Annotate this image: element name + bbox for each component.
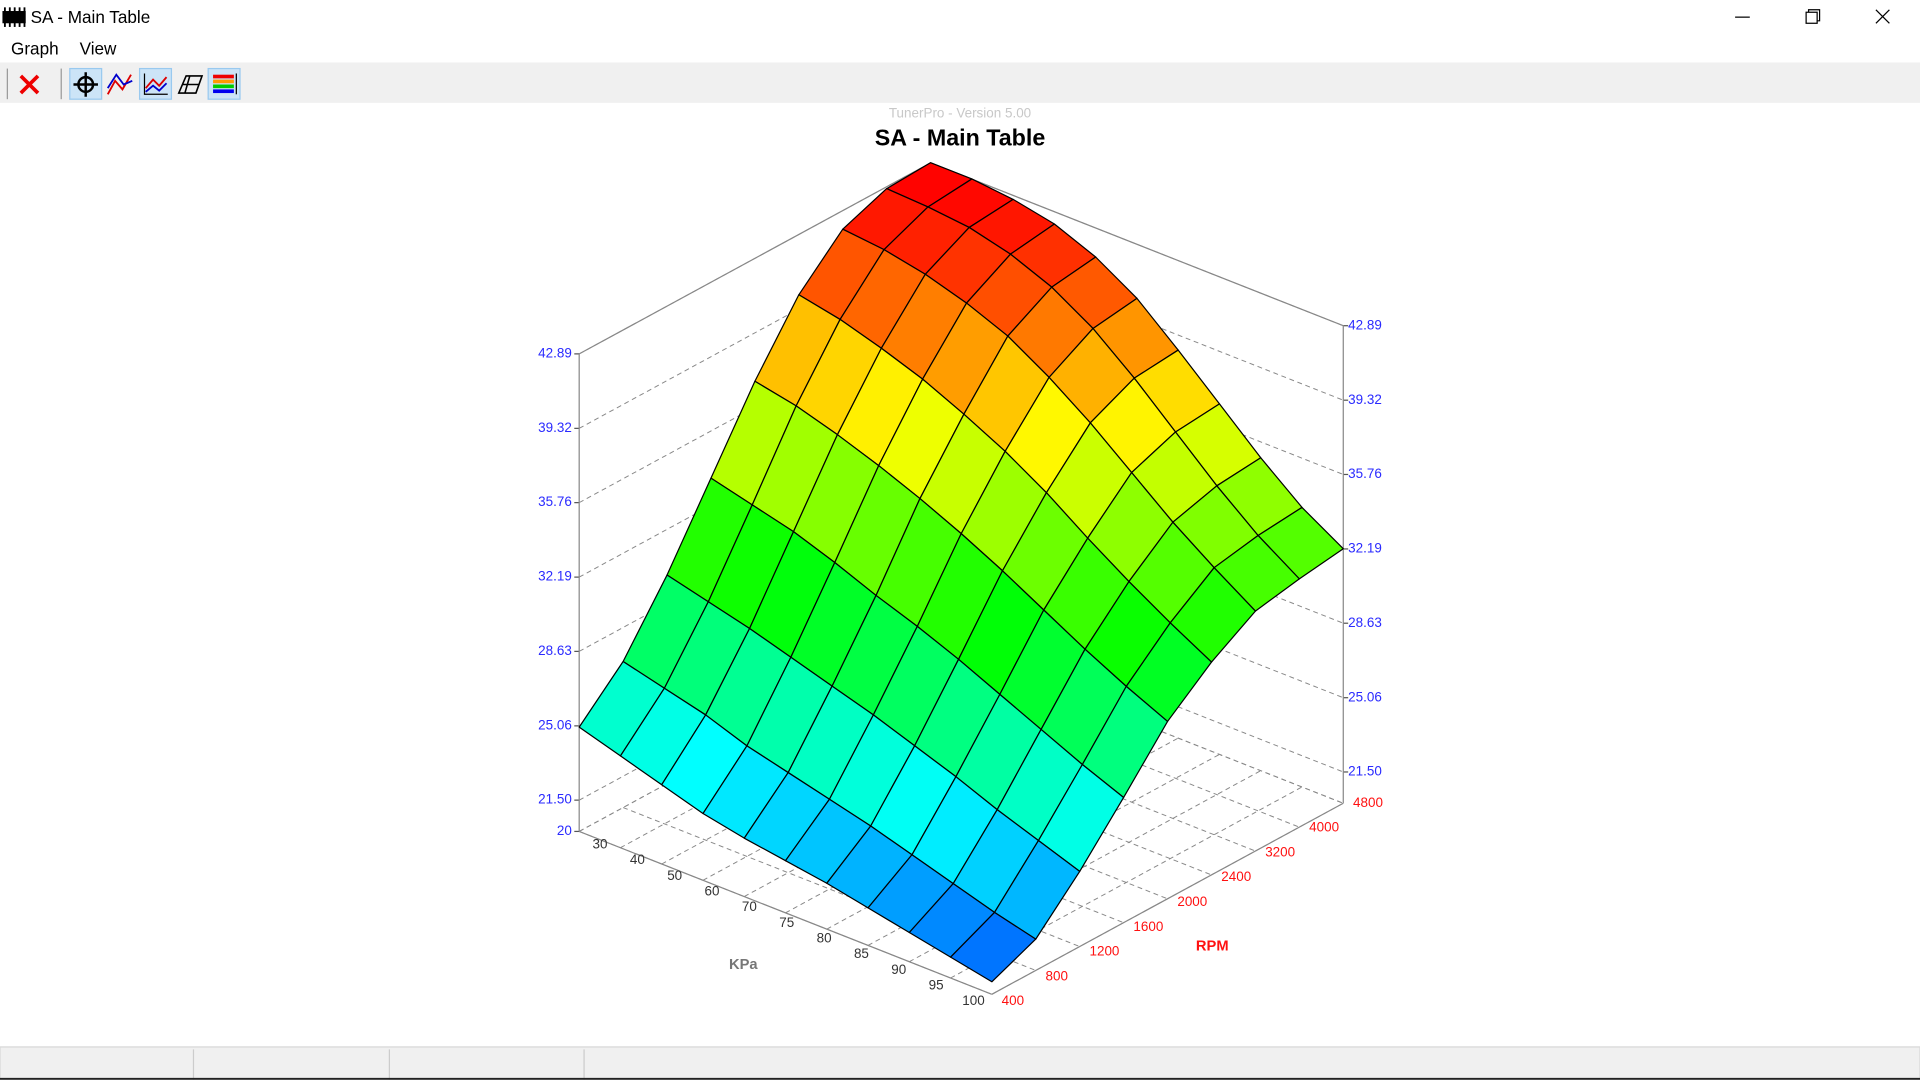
menu-item[interactable]: View (80, 39, 117, 59)
z-tick-label: 28.63 (538, 643, 572, 658)
chart-tool-button[interactable] (138, 67, 173, 100)
y-tick-label: 800 (1046, 968, 1068, 983)
grid-line (930, 639, 1344, 804)
x-tick-label: 50 (667, 868, 682, 883)
z-tick-label: 32.19 (538, 569, 572, 584)
box-edge (991, 802, 1344, 995)
grid-line (930, 311, 1344, 475)
z-tick-label: 32.19 (1348, 541, 1382, 556)
x-tick-label: 30 (593, 836, 608, 851)
y-tick-label: 2000 (1177, 894, 1207, 909)
x-tick-label: 80 (817, 931, 832, 946)
surface-cell (949, 911, 1037, 983)
grid-line (578, 236, 931, 429)
status-bar (0, 1046, 1920, 1080)
z-tick-label: 25.06 (538, 717, 572, 732)
grid-line (930, 236, 1344, 401)
surface-tool-button[interactable] (177, 75, 204, 94)
z-tick-label: 42.89 (538, 345, 572, 360)
chart-subtitle: TunerPro - Version 5.00 (889, 105, 1031, 120)
y-tick-label: 4800 (1353, 795, 1383, 810)
y-axis-title: RPM (1196, 938, 1229, 954)
x-tick-label: 90 (891, 962, 906, 977)
x-tick-label: 85 (854, 946, 869, 961)
restore-button[interactable] (1805, 9, 1821, 24)
z-tick-label: 42.89 (1348, 317, 1382, 332)
floor-grid-line (950, 786, 1303, 979)
close-graph-button[interactable] (19, 74, 40, 95)
z-tick-label: 39.32 (538, 420, 572, 435)
z-tick-label: 25.06 (1348, 689, 1382, 704)
floor-grid-line (886, 663, 1300, 828)
y-tick-label: 400 (1002, 993, 1024, 1008)
z-tick-label: 35.76 (1348, 466, 1382, 481)
box-edge (578, 162, 931, 355)
x-tick-label: 60 (705, 883, 720, 898)
x-tick-label: 95 (929, 978, 944, 993)
x-tick-label: 100 (962, 993, 984, 1008)
z-tick-label: 39.32 (1348, 392, 1382, 407)
y-tick-label: 1600 (1133, 919, 1163, 934)
box-edge (930, 162, 1344, 327)
floor-grid-line (798, 711, 1212, 876)
z-tick-label: 21.50 (1348, 764, 1382, 779)
color-tool-button[interactable] (207, 67, 241, 100)
y-tick-label: 2400 (1221, 869, 1251, 884)
chart-title: SA - Main Table (875, 125, 1046, 151)
title-bar (0, 0, 1920, 37)
z-tick-label: 28.63 (1348, 615, 1382, 630)
toolbar (0, 62, 1920, 103)
app-icon (2, 7, 26, 27)
y-tick-label: 4000 (1309, 820, 1339, 835)
z-tick-label: 20 (557, 823, 572, 838)
close-button[interactable] (1875, 9, 1890, 24)
box-edge (578, 830, 993, 995)
x-tick-label: 75 (779, 915, 794, 930)
y-tick-label: 1200 (1089, 944, 1119, 959)
z-tick-label: 21.50 (538, 792, 572, 807)
window-title: SA - Main Table (31, 7, 151, 27)
move-tool-button[interactable] (69, 67, 103, 100)
grid-line (930, 534, 1344, 699)
z-tick-label: 35.76 (538, 494, 572, 509)
x-axis-title: KPa (729, 957, 758, 973)
x-tick-label: 40 (630, 852, 645, 867)
y-tick-label: 3200 (1265, 844, 1295, 859)
plot-area: 20 21.50 21.50 25.06 25.06 28.63 28.63 32.19 32.… (538, 162, 1383, 1008)
floor-grid-line (842, 687, 1256, 852)
line-tool-button[interactable] (106, 73, 133, 95)
x-tick-label: 70 (742, 899, 757, 914)
floor-grid-line (754, 735, 1168, 900)
grid-line (930, 608, 1344, 773)
menu-item[interactable]: Graph (11, 39, 59, 59)
